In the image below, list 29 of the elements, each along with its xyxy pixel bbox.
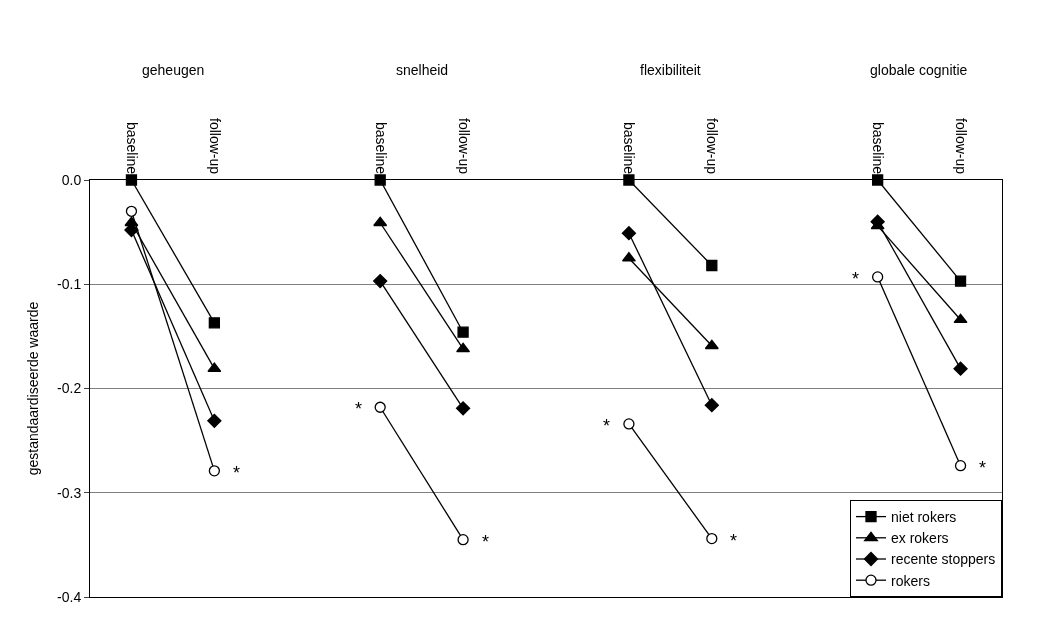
annotation: *	[482, 532, 490, 552]
legend-label: niet rokers	[891, 509, 957, 526]
annotation: *	[852, 269, 860, 289]
annotation: *	[979, 458, 987, 478]
x-tick-label: baseline	[621, 121, 638, 175]
y-tick-label: -0.1	[57, 276, 82, 293]
legend-label: ex rokers	[891, 530, 949, 547]
x-tick-label: baseline	[372, 121, 389, 175]
x-tick-label: follow-up	[953, 118, 969, 175]
annotation: *	[355, 399, 363, 419]
annotation: *	[603, 416, 611, 436]
x-tick-label: follow-up	[455, 118, 472, 175]
legend-label: recente stoppers	[891, 551, 996, 568]
y-tick-label: -0.3	[57, 484, 82, 501]
x-tick-label: follow-up	[704, 118, 721, 175]
text: geheugen	[142, 62, 205, 78]
x-tick-label: follow-up	[206, 118, 223, 175]
legend-label: rokers	[891, 572, 930, 589]
x-tick-label: baseline	[123, 121, 140, 175]
y-tick-label: 0.0	[61, 171, 82, 188]
annotation: *	[730, 531, 738, 551]
y-tick-label: -0.2	[57, 380, 82, 397]
x-tick-label: baseline	[870, 121, 887, 175]
y-axis-title: gestandaardiseerde waarde	[24, 301, 41, 476]
y-tick-label: -0.4	[57, 588, 82, 605]
text: flexibiliteit	[640, 62, 701, 78]
text: snelheid	[396, 62, 449, 78]
text: globale cognitie	[870, 62, 968, 78]
annotation: *	[233, 463, 241, 483]
